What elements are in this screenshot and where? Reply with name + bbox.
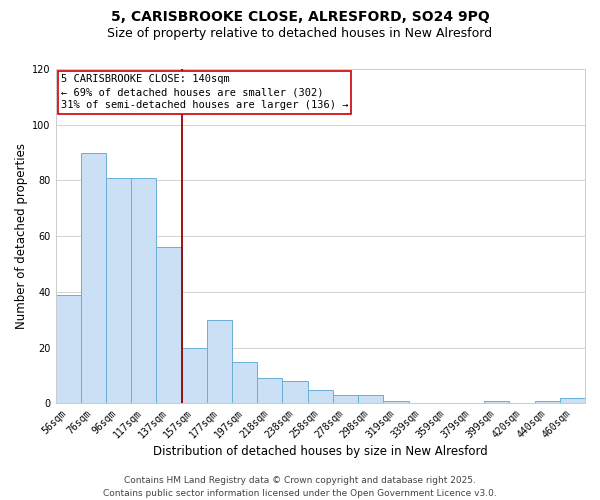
Bar (535, 400, 560, 404)
Bar (157, 248, 182, 404)
Bar (358, 395, 383, 404)
Bar (182, 348, 207, 404)
Bar (207, 320, 232, 404)
Bar (560, 398, 585, 404)
Text: Size of property relative to detached houses in New Alresford: Size of property relative to detached ho… (107, 28, 493, 40)
Text: Contains HM Land Registry data © Crown copyright and database right 2025.
Contai: Contains HM Land Registry data © Crown c… (103, 476, 497, 498)
Bar (106, 178, 131, 404)
Bar (56, 295, 81, 404)
Bar (283, 381, 308, 404)
Bar (131, 178, 157, 404)
Bar (383, 400, 409, 404)
Bar (308, 390, 333, 404)
Text: 5 CARISBROOKE CLOSE: 140sqm
← 69% of detached houses are smaller (302)
31% of se: 5 CARISBROOKE CLOSE: 140sqm ← 69% of det… (61, 74, 349, 110)
Bar (232, 362, 257, 404)
Bar (81, 152, 106, 404)
Bar (257, 378, 283, 404)
Bar (333, 395, 358, 404)
Y-axis label: Number of detached properties: Number of detached properties (15, 143, 28, 329)
Bar (484, 400, 509, 404)
X-axis label: Distribution of detached houses by size in New Alresford: Distribution of detached houses by size … (153, 444, 488, 458)
Text: 5, CARISBROOKE CLOSE, ALRESFORD, SO24 9PQ: 5, CARISBROOKE CLOSE, ALRESFORD, SO24 9P… (110, 10, 490, 24)
